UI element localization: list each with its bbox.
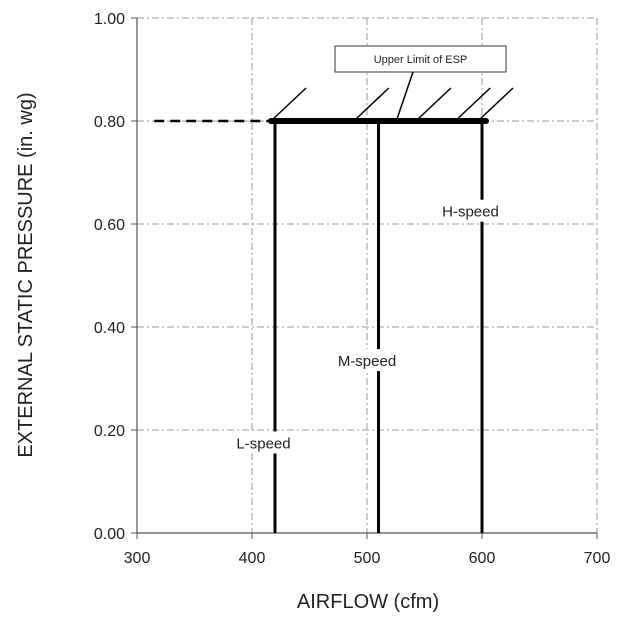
axes: [131, 17, 598, 539]
gridlines: [137, 17, 598, 533]
upper-limit-group: Upper Limit of ESP: [154, 45, 514, 124]
upper-limit-hatch: [415, 87, 452, 122]
upper-limit-label: Upper Limit of ESP: [374, 54, 468, 66]
speed-label-background: [437, 199, 504, 222]
upper-limit-hatch: [454, 87, 491, 122]
speed-label-background: [334, 349, 400, 372]
speed-label-background: [230, 431, 297, 454]
upper-limit-leader-line: [396, 71, 414, 120]
y-tick-label: 1.00: [94, 11, 125, 28]
x-tick-label: 500: [354, 550, 381, 567]
y-tick-label: 0.40: [94, 320, 125, 337]
y-tick-label: 0.00: [94, 526, 125, 543]
x-tick-label: 700: [584, 550, 611, 567]
y-tick-label: 0.60: [94, 217, 125, 234]
h-speed-label-group: H-speed: [437, 199, 504, 222]
upper-limit-hatch: [477, 87, 514, 122]
m-speed-label-group: M-speed: [334, 349, 400, 372]
series-group: [273, 121, 484, 533]
speed-label: H-speed: [442, 204, 499, 221]
x-tick-label: 400: [239, 550, 266, 567]
tick-labels: 0.00 0.20 0.40 0.60 0.80 1.00 300 400 500 600 700: [94, 11, 611, 567]
y-axis-title: EXTERNAL STATIC PRESSURE (in. wg): [15, 92, 37, 457]
upper-limit-hatch: [353, 87, 390, 122]
speed-label: M-speed: [338, 353, 396, 370]
l-speed-label-group: L-speed: [230, 431, 297, 454]
speed-label: L-speed: [236, 435, 290, 452]
x-axis-title: AIRFLOW (cfm): [297, 591, 439, 613]
y-tick-label: 0.80: [94, 114, 125, 131]
x-tick-label: 300: [124, 550, 151, 567]
upper-limit-callout-box: [334, 45, 507, 73]
x-tick-label: 600: [469, 550, 496, 567]
speed-labels: L-speed M-speed H-speed: [230, 199, 504, 454]
upper-limit-hatch: [270, 87, 307, 122]
y-tick-label: 0.20: [94, 423, 125, 440]
